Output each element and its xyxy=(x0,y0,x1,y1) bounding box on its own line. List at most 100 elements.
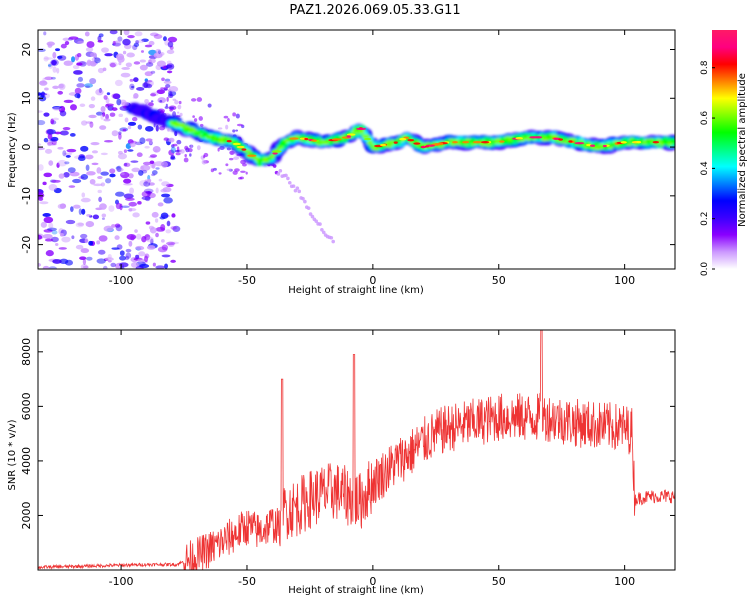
spectrogram-blob xyxy=(80,197,91,203)
spectrogram-blob xyxy=(43,31,47,36)
spectrogram-blob xyxy=(111,93,120,99)
spectrogram-blob xyxy=(170,241,180,245)
spectrogram-blob xyxy=(80,145,89,152)
spectrogram-blob xyxy=(44,148,53,154)
spectrogram-blob xyxy=(39,80,47,84)
spectrogram-branch-point xyxy=(295,186,300,190)
spectrogram-ridge-cell xyxy=(256,162,263,167)
spectrogram-blob xyxy=(172,111,177,118)
spectrogram-blob xyxy=(82,258,87,265)
spectrogram-blob xyxy=(47,227,57,231)
spectrogram-blob xyxy=(111,130,119,137)
spectrogram-blob xyxy=(144,71,153,77)
spectrogram-blob xyxy=(122,38,131,46)
spectrogram-blob xyxy=(97,176,103,179)
spectrogram-blob xyxy=(74,93,81,99)
spectrogram-blob xyxy=(76,83,85,88)
spectrogram-secondary-branch xyxy=(257,155,336,244)
spectrogram-blob xyxy=(139,180,148,187)
spectrogram-blob xyxy=(232,112,237,117)
spectrogram-y-tick-label: -20 xyxy=(20,236,33,254)
spectrogram-blob xyxy=(117,36,123,42)
spectrogram-blob xyxy=(97,67,105,74)
spectrogram-blob xyxy=(38,263,42,267)
spectrogram-blob xyxy=(114,235,120,240)
spectrogram-blob xyxy=(127,34,135,39)
spectrogram-blob xyxy=(62,37,71,41)
spectrogram-blob xyxy=(52,51,57,59)
spectrogram-blob xyxy=(57,203,66,210)
spectrogram-hotspot xyxy=(437,142,444,145)
spectrogram-blob xyxy=(190,98,197,102)
spectrogram-blob xyxy=(196,97,203,102)
spectrogram-ridge-cell xyxy=(494,141,499,145)
spectrogram-blob xyxy=(134,31,143,37)
spectrogram-blob xyxy=(97,189,102,194)
spectrogram-blob xyxy=(101,47,109,53)
spectrogram-blob xyxy=(74,54,80,61)
spectrogram-blob xyxy=(116,98,122,106)
spectrogram-blob xyxy=(127,149,134,152)
spectrogram-blob xyxy=(59,110,67,117)
spectrogram-blob xyxy=(88,104,95,109)
spectrogram-ridge-cell xyxy=(197,129,204,134)
spectrogram-blob xyxy=(63,99,74,103)
spectrogram-blob xyxy=(84,238,89,244)
spectrogram-branch-point xyxy=(331,239,336,244)
spectrogram-blob xyxy=(38,119,46,126)
spectrogram-blob xyxy=(166,60,172,66)
colorbar-tick-label: 0.6 xyxy=(700,111,710,126)
spectrogram-blob xyxy=(91,57,101,62)
spectrogram-blob xyxy=(128,173,134,179)
spectrogram-blob xyxy=(201,159,207,165)
spectrogram-blob xyxy=(96,167,102,174)
spectrogram-blob xyxy=(76,53,82,58)
spectrogram-blob xyxy=(48,183,58,191)
spectrogram-blob xyxy=(86,256,93,261)
spectrogram-blob xyxy=(160,188,167,193)
spectrogram-blob xyxy=(65,155,71,158)
spectrogram-frame xyxy=(37,29,676,270)
spectrogram-y-tick-label: 10 xyxy=(20,91,33,105)
spectrogram-blob xyxy=(225,163,229,167)
spectrogram-blob xyxy=(210,168,214,173)
spectrogram-blob xyxy=(166,96,169,102)
spectrogram-blob xyxy=(68,36,79,40)
spectrogram-blob xyxy=(51,139,57,146)
spectrogram-blob xyxy=(85,154,94,160)
spectrogram-blob xyxy=(71,56,76,63)
spectrogram-blob xyxy=(137,39,145,44)
spectrogram-blob xyxy=(106,92,111,96)
spectrogram-blob xyxy=(94,57,101,64)
spectrogram-blob xyxy=(96,258,106,264)
spectrogram-blob xyxy=(112,93,121,100)
spectrogram-blob xyxy=(70,104,77,111)
spectrogram-blob xyxy=(131,167,141,173)
spectrogram-blob xyxy=(120,171,130,179)
spectrogram-blob xyxy=(159,99,163,103)
spectrogram-blob xyxy=(163,88,168,91)
spectrogram-blob xyxy=(167,36,178,43)
spectrogram-blob xyxy=(100,105,106,113)
snr-y-axis: 2000 4000 6000 8000 xyxy=(20,338,675,529)
spectrogram-blob xyxy=(156,89,165,95)
spectrogram-blob xyxy=(136,152,143,157)
spectrogram-blob xyxy=(75,222,84,228)
spectrogram-blob xyxy=(153,34,163,40)
spectrogram-blob xyxy=(236,123,243,127)
spectrogram-blob xyxy=(145,126,154,132)
spectrogram-ridge-cell xyxy=(324,142,329,146)
spectrogram-blob xyxy=(123,183,133,186)
colorbar-tick-label: 0.2 xyxy=(700,212,710,226)
spectrogram-blob xyxy=(161,244,169,251)
spectrogram-blob xyxy=(155,167,160,170)
spectrogram-blob xyxy=(225,124,229,130)
spectrogram-blob xyxy=(127,121,137,126)
spectrogram-blob xyxy=(137,201,142,205)
spectrogram-blob xyxy=(46,139,52,147)
spectrogram-blob xyxy=(84,31,90,37)
spectrogram-blob xyxy=(151,170,158,175)
spectrogram-blob xyxy=(151,211,159,218)
spectrogram-blob xyxy=(80,264,89,269)
spectrogram-blob xyxy=(176,146,180,152)
